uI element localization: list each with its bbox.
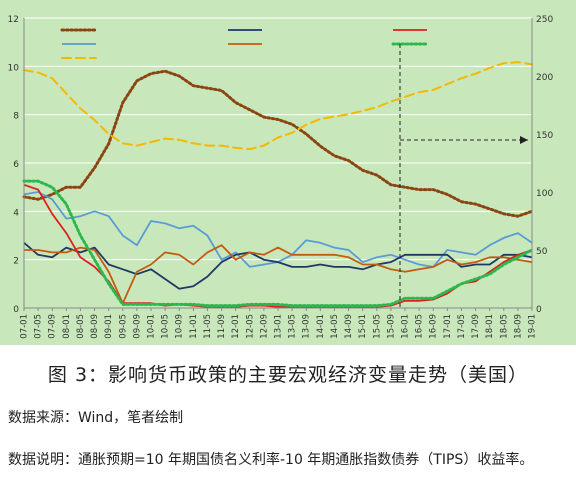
series-line-5 xyxy=(23,183,533,308)
y2-tick-label: 50 xyxy=(536,247,548,257)
y-tick-label: 12 xyxy=(8,15,19,25)
x-tick-label: 14-09 xyxy=(344,314,354,339)
x-tick-label: 07-09 xyxy=(48,314,58,339)
grid xyxy=(24,17,532,309)
hike-arrow-head xyxy=(520,136,528,144)
figure-source: 数据来源：Wind，笔者绘制 xyxy=(8,410,184,426)
series-group xyxy=(22,61,534,308)
x-tick-label: 17-05 xyxy=(457,314,467,339)
y-tick-label: 4 xyxy=(13,208,19,218)
x-tick-label: 10-09 xyxy=(175,314,185,339)
y2-tick-label: 200 xyxy=(536,73,553,83)
chart-background xyxy=(0,0,576,345)
x-tick-label: 11-01 xyxy=(189,314,199,339)
y2-tick-label: 0 xyxy=(536,305,542,315)
x-tick-label: 14-05 xyxy=(330,314,340,339)
x-tick-label: 15-05 xyxy=(372,314,382,339)
x-tick-label: 15-09 xyxy=(386,314,396,339)
chart-area: 0 2 4 6 8 10 12 0 50 100 150 200 250 07-01 07-05 07-09 0… xyxy=(0,0,576,345)
chart-svg: 0 2 4 6 8 10 12 0 50 100 150 200 250 07-01 07-05 07-09 0… xyxy=(0,0,576,345)
x-tick-label: 11-05 xyxy=(203,314,213,339)
x-tick-label: 11-09 xyxy=(217,314,227,339)
x-tick-label: 15-01 xyxy=(358,314,368,339)
series-line-4 xyxy=(24,244,533,305)
y-tick-label: 10 xyxy=(8,63,20,73)
series-line-6 xyxy=(22,179,534,308)
x-tick-label: 08-01 xyxy=(62,314,72,339)
x-tick-label: 12-09 xyxy=(259,314,269,339)
y2-tick-label: 100 xyxy=(536,189,553,199)
x-tick-label: 16-05 xyxy=(415,314,425,339)
x-tick-label: 17-09 xyxy=(471,314,481,339)
x-tick-label: 14-01 xyxy=(316,314,326,339)
series-line-3 xyxy=(23,242,533,290)
figure-note: 数据说明：通胀预期=10 年期国债名义利率-10 年期通胀指数债券（TIPS）收… xyxy=(8,452,534,468)
x-tick-label: 09-09 xyxy=(132,314,142,339)
x-tick-label: 19-01 xyxy=(528,314,538,339)
x-tick-label: 08-09 xyxy=(90,314,100,339)
x-tick-label: 18-01 xyxy=(485,314,495,339)
x-tick-label: 12-01 xyxy=(231,314,241,339)
axes: 0 2 4 6 8 10 12 0 50 100 150 200 250 07-01 07-05 07-09 0… xyxy=(8,15,554,339)
x-tick-label: 07-05 xyxy=(34,314,44,339)
x-tick-label: 13-01 xyxy=(274,314,284,339)
y2-tick-label: 250 xyxy=(536,15,553,25)
series-line-0 xyxy=(22,69,534,218)
x-tick-label: 13-05 xyxy=(288,314,298,339)
x-tick-label: 07-01 xyxy=(20,314,30,339)
x-tick-label: 16-01 xyxy=(401,314,411,339)
annotations xyxy=(399,44,528,308)
x-tick-label: 12-05 xyxy=(245,314,255,339)
legend xyxy=(60,28,429,59)
x-tick-label: 18-09 xyxy=(513,314,523,339)
x-tick-label: 17-01 xyxy=(443,314,453,339)
x-tick-label: 13-09 xyxy=(302,314,312,339)
y2-tick-label: 150 xyxy=(536,131,553,141)
x-tick-label: 10-05 xyxy=(161,314,171,339)
figure-caption: 图 3：影响货币政策的主要宏观经济变量走势（美国） xyxy=(47,364,529,386)
x-tick-label: 09-05 xyxy=(118,314,128,339)
x-tick-label: 18-05 xyxy=(499,314,509,339)
series-line-2 xyxy=(23,61,533,151)
x-tick-label: 08-05 xyxy=(76,314,86,339)
y-tick-label: 8 xyxy=(13,112,19,122)
x-tick-label: 16-09 xyxy=(429,314,439,339)
x-tick-label: 10-01 xyxy=(147,314,157,339)
y-tick-label: 2 xyxy=(13,257,19,267)
y-tick-label: 6 xyxy=(13,160,19,170)
x-tick-label: 09-01 xyxy=(104,314,114,339)
y-tick-label: 0 xyxy=(13,305,19,315)
